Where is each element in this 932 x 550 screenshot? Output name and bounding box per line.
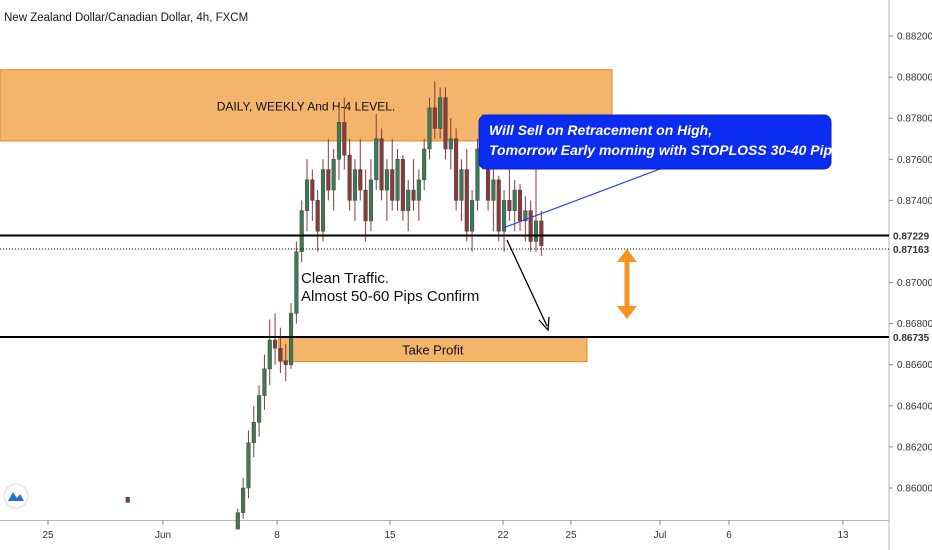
candle-body — [507, 200, 512, 211]
candle-body — [496, 179, 501, 232]
date-tick-label: 13 — [837, 530, 849, 541]
candle-body — [294, 251, 299, 314]
candle-body — [539, 220, 544, 246]
projection-arrow — [506, 239, 548, 327]
candle-body — [533, 220, 539, 242]
candle-body — [241, 487, 246, 513]
note-line-1: Clean Traffic. — [301, 270, 389, 287]
price-tick-label: 0.88000 — [897, 73, 932, 84]
date-tick-label: 6 — [726, 530, 732, 541]
candle-body — [470, 200, 475, 232]
date-tick-label: 25 — [42, 530, 54, 541]
candle-body — [384, 169, 389, 191]
candle-body — [517, 189, 523, 222]
pip-range-double-arrow — [617, 249, 637, 319]
price-tick-label: 0.87800 — [897, 114, 932, 125]
candle-body — [262, 368, 267, 396]
candle-body — [125, 496, 130, 503]
candle-body — [304, 179, 310, 211]
candle-body — [358, 169, 363, 191]
candle-body — [347, 154, 352, 201]
price-line-label: 0.87163 — [893, 245, 930, 256]
callout-line-2: Tomorrow Early morning with STOPLOSS 30-… — [489, 142, 840, 158]
candle-body — [283, 360, 288, 365]
candle-body — [326, 169, 331, 191]
price-line-label-bg — [890, 328, 932, 345]
candle-body — [432, 107, 437, 129]
candle-body — [464, 169, 469, 232]
price-axis-panel — [889, 0, 932, 550]
candle-body — [512, 189, 517, 211]
price-tick-label: 0.88200 — [897, 32, 932, 43]
projection-arrow-head — [538, 316, 550, 332]
callout-box[interactable]: Will Sell on Retracement on High, Tomorr… — [478, 114, 840, 170]
candle-body — [400, 159, 405, 211]
candle-body — [320, 169, 326, 232]
candle-body — [406, 189, 411, 211]
candle-body — [342, 122, 347, 156]
candle-body — [523, 210, 528, 222]
candle-body — [491, 179, 496, 201]
candle-body — [528, 210, 533, 242]
candle-body — [454, 138, 459, 201]
candle-body — [352, 169, 357, 201]
candle-body — [390, 169, 395, 201]
candle-body — [363, 189, 368, 222]
price-tick-label: 0.86000 — [897, 484, 932, 495]
price-tick-label: 0.86800 — [897, 319, 932, 330]
candle-body — [438, 97, 443, 129]
candle-body — [336, 122, 342, 160]
price-line-label: 0.87229 — [893, 231, 930, 242]
candle-body — [331, 159, 336, 191]
callout-line-1: Will Sell on Retracement on High, — [489, 122, 712, 138]
chart-title: New Zealand Dollar/Canadian Dollar, 4h, … — [4, 12, 248, 24]
zone-label: Take Profit — [402, 342, 464, 357]
candle-body — [502, 200, 507, 232]
candle-body — [427, 107, 432, 150]
candle-body — [246, 442, 251, 489]
candle-body — [289, 313, 294, 365]
candle-body — [273, 339, 278, 349]
candle-body — [459, 169, 464, 201]
candle-body — [257, 395, 262, 423]
date-tick-label: 25 — [565, 530, 577, 541]
price-tick-label: 0.86600 — [897, 360, 932, 371]
price-line-label-bg — [890, 241, 932, 258]
logo-badge[interactable] — [3, 483, 29, 509]
price-tick-label: 0.87400 — [897, 196, 932, 207]
candle-body — [379, 138, 384, 191]
candle-body — [299, 210, 304, 252]
candle-body — [235, 512, 240, 530]
candle-body — [278, 348, 283, 361]
candle-body — [448, 138, 453, 150]
date-tick-label: 15 — [384, 530, 396, 541]
date-tick-label: Jul — [654, 530, 667, 541]
price-tick-label: 0.87600 — [897, 155, 932, 166]
price-line-label: 0.86735 — [893, 333, 930, 344]
candle-body — [411, 189, 416, 201]
zone-rect — [278, 336, 588, 363]
candle-body — [416, 179, 421, 201]
candle-body — [422, 148, 427, 181]
candle-body — [374, 138, 379, 181]
date-tick-label: Jun — [155, 530, 171, 541]
zone-label: DAILY, WEEKLY And H-4 LEVEL. — [217, 99, 396, 113]
candle-body — [475, 148, 480, 201]
date-tick-label: 8 — [274, 530, 280, 541]
callout-connector — [502, 165, 669, 229]
price-tick-label: 0.86200 — [897, 442, 932, 453]
candle-body — [267, 339, 272, 370]
candle-body — [315, 200, 320, 232]
date-tick-label: 22 — [497, 530, 509, 541]
price-tick-label: 0.87000 — [897, 278, 932, 289]
candle-body — [443, 97, 448, 150]
candle-body — [251, 422, 256, 444]
price-line-label-bg — [890, 227, 932, 244]
candle-body — [310, 179, 315, 201]
candle-body — [368, 179, 373, 222]
candle-body — [395, 159, 400, 201]
price-tick-label: 0.86400 — [897, 401, 932, 412]
note-line-2: Almost 50-60 Pips Confirm — [301, 288, 479, 305]
